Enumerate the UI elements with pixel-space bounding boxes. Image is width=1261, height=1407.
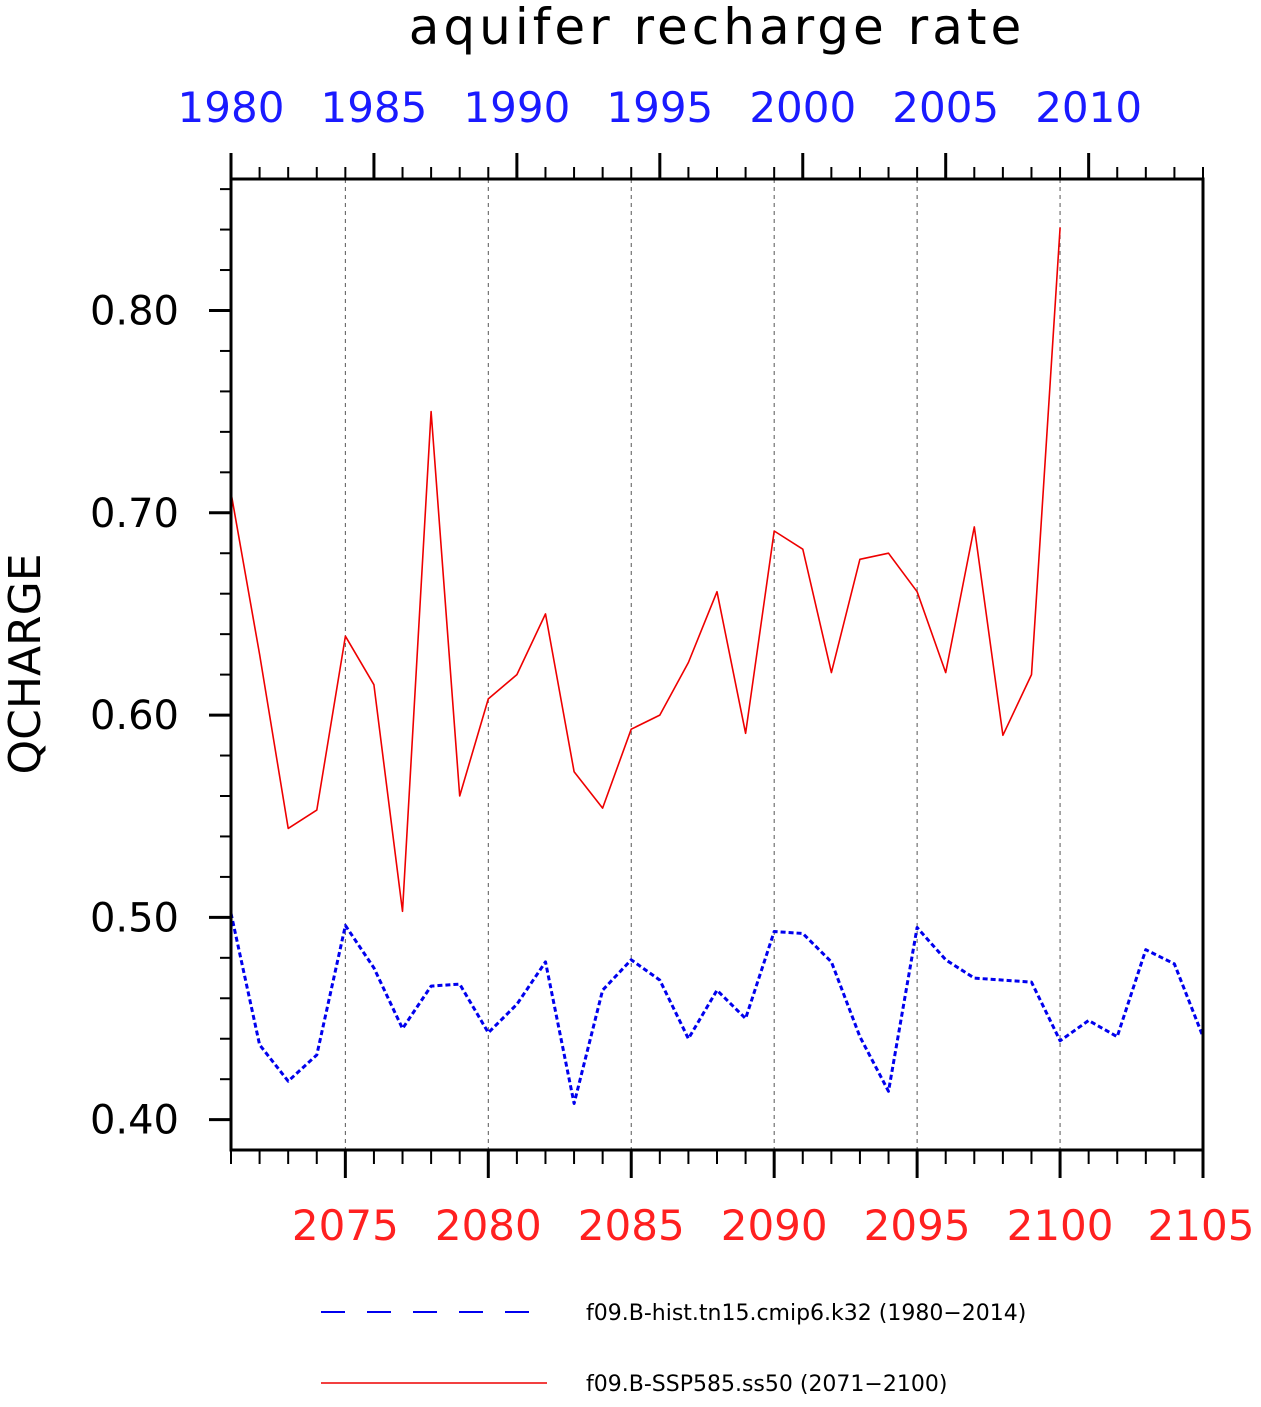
y-tick-label: 0.40	[90, 1098, 179, 1144]
y-tick-label: 0.50	[90, 895, 179, 941]
x-bottom-tick-label: 2105	[1148, 1201, 1255, 1250]
x-top-tick-label: 2010	[1035, 83, 1142, 132]
x-top-tick-label: 2000	[749, 83, 856, 132]
series-line-1	[229, 912, 1205, 1105]
chart-title: aquifer recharge rate	[409, 0, 1025, 56]
x-top-tick-label: 1980	[178, 83, 285, 132]
x-top-tick-label: 1995	[606, 83, 713, 132]
x-top-tick-labels: 1980 1985 1990 1995 2000 2005 2010	[178, 83, 1143, 132]
x-bottom-tick-label: 2080	[435, 1201, 542, 1250]
y-tick-label: 0.80	[90, 288, 179, 334]
legend-label-2: f09.B-SSP585.ss50 (2071−2100)	[586, 1372, 947, 1397]
x-bottom-tick-label: 2090	[721, 1201, 828, 1250]
x-bottom-tick-labels: 2075 2080 2085 2090 2095 2100 2105	[292, 1201, 1255, 1250]
plot-frame	[229, 177, 1205, 1152]
x-bottom-tick-label: 2095	[864, 1201, 971, 1250]
x-bottom-tick-label: 2075	[292, 1201, 399, 1250]
x-bottom-tick-label: 2100	[1007, 1201, 1114, 1250]
x-bottom-tick-label: 2085	[578, 1201, 685, 1250]
axis-ticks	[209, 153, 1205, 1178]
legend: f09.B-hist.tn15.cmip6.k32 (1980−2014) f09…	[321, 1301, 1026, 1397]
grid-lines	[344, 179, 1061, 1150]
series-layer	[229, 227, 1205, 1105]
x-top-tick-label: 2005	[892, 83, 999, 132]
y-axis-label: QCHARGE	[0, 553, 51, 774]
x-top-tick-label: 1990	[463, 83, 570, 132]
series-line-2	[230, 227, 1061, 913]
x-top-tick-label: 1985	[320, 83, 427, 132]
legend-label-1: f09.B-hist.tn15.cmip6.k32 (1980−2014)	[586, 1301, 1026, 1326]
y-tick-label: 0.60	[90, 693, 179, 739]
y-tick-labels: 0.40 0.50 0.60 0.70 0.80	[90, 288, 179, 1143]
y-tick-label: 0.70	[90, 491, 179, 537]
